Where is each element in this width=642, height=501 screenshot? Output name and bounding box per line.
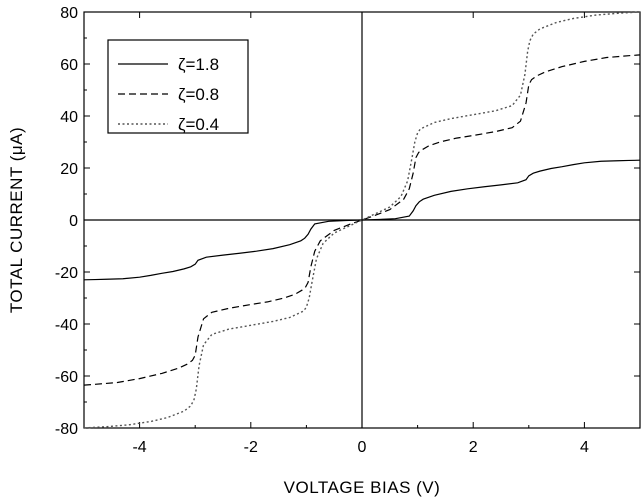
y-tick-label: -80: [55, 421, 78, 438]
legend-label-1: ζ=1.8: [178, 55, 219, 74]
axis-ticks: [83, 11, 641, 429]
x-tick-label: 4: [580, 439, 589, 456]
y-tick-label: -40: [55, 317, 78, 334]
y-tick-label: 40: [60, 109, 78, 126]
series-line-3: [83, 11, 641, 429]
series-layer: [83, 11, 641, 429]
y-tick-label: -20: [55, 265, 78, 282]
x-tick-label: 2: [469, 439, 478, 456]
x-tick-label: 0: [358, 439, 367, 456]
series-line-2: [83, 54, 641, 386]
legend-label-2: ζ=0.8: [178, 85, 219, 104]
x-tick-label: -2: [244, 439, 258, 456]
series-line-1: [83, 159, 641, 281]
x-axis-label: VOLTAGE BIAS (V): [284, 478, 441, 497]
y-tick-label: 20: [60, 161, 78, 178]
legend: ζ=1.8 ζ=0.8 ζ=0.4: [107, 39, 249, 134]
y-tick-label: 0: [69, 213, 78, 230]
legend-label-3: ζ=0.4: [178, 115, 219, 134]
y-tick-label: 60: [60, 57, 78, 74]
legend-box: [107, 39, 249, 134]
y-tick-label: 80: [60, 5, 78, 22]
y-axis-label: TOTAL CURRENT (μA): [7, 127, 26, 313]
x-tick-label: -4: [132, 439, 146, 456]
y-tick-label: -60: [55, 369, 78, 386]
